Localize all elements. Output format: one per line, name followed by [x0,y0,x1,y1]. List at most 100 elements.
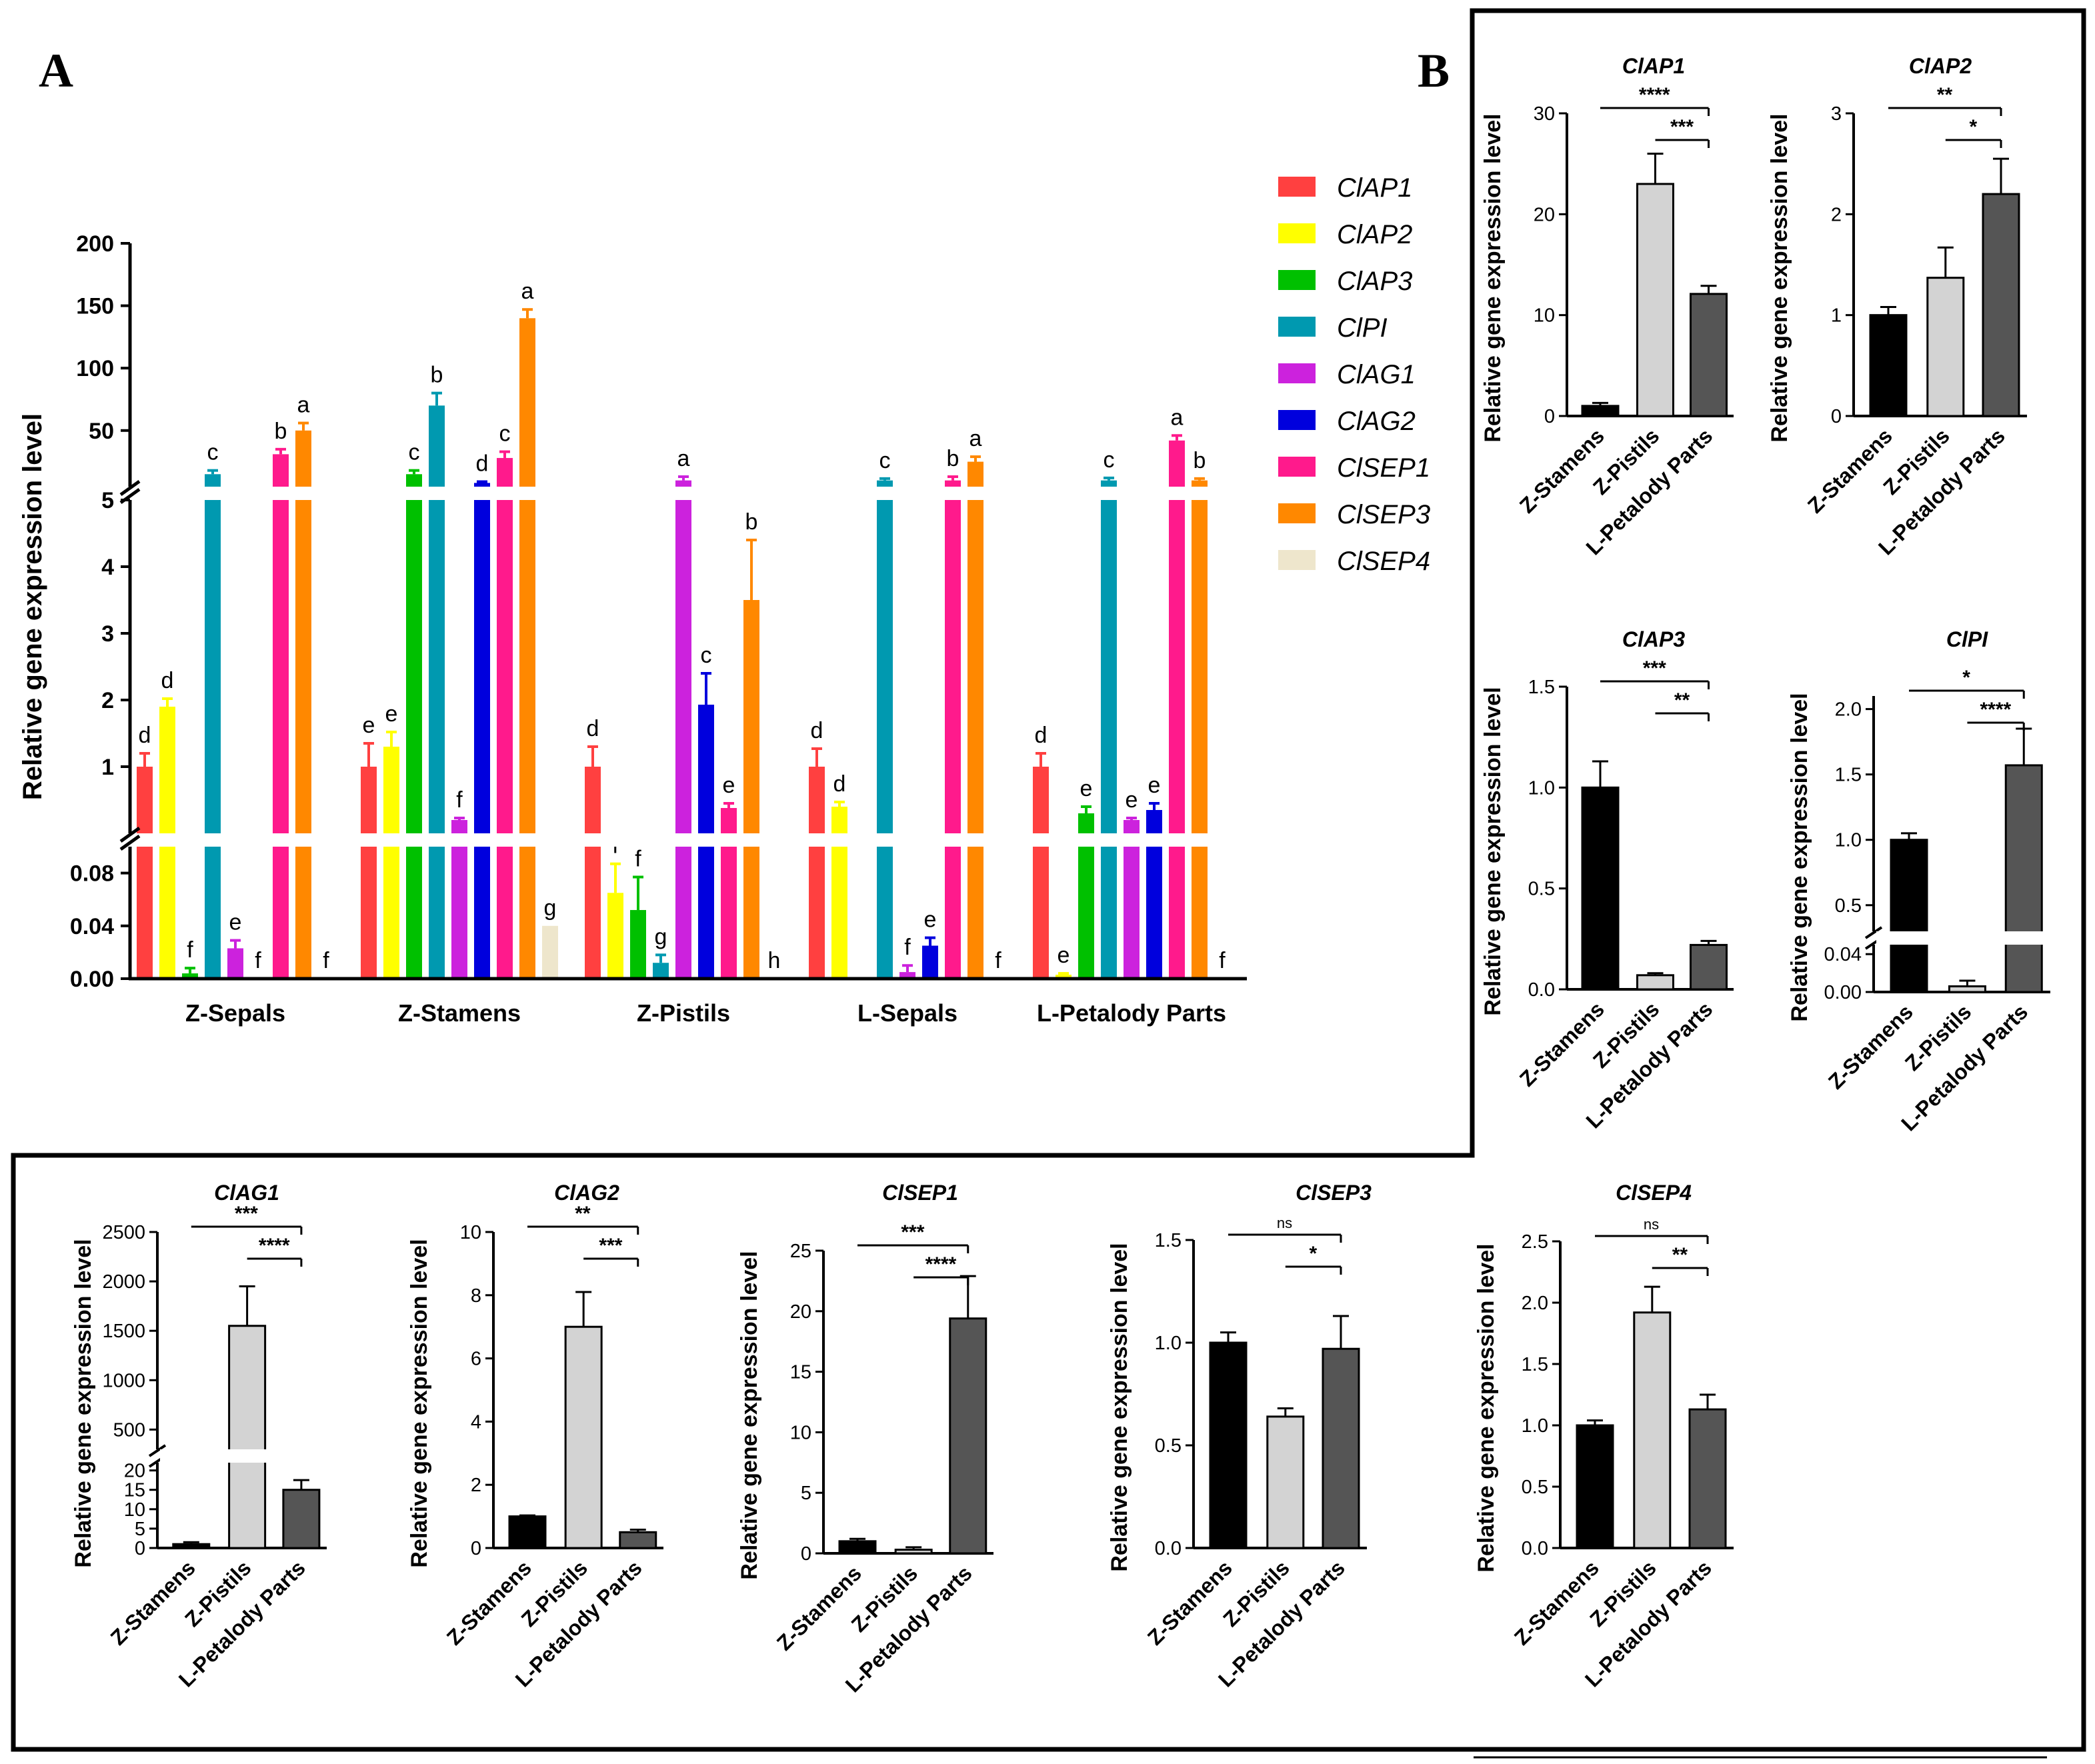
significance-letter: b [1194,448,1206,473]
bar-ClAP2-Z-Pistils [607,893,623,979]
bar-ClAG1-L-Sepals [899,972,915,979]
bar-L-Petalody Parts [1982,193,2020,417]
y-tick-label: 0.0 [1528,979,1555,1001]
legend-label-ClPI: ClPI [1337,313,1388,343]
significance-letter: f [1219,948,1226,973]
legend-label-ClAP2: ClAP2 [1337,220,1412,249]
x-tick-label: Z-Stamens [1143,1555,1237,1649]
y-tick-label: 0.5 [1522,1477,1548,1498]
y-tick-label: 500 [113,1419,145,1441]
significance-letter: b [745,509,758,535]
significance-letter: b [947,446,959,471]
y-axis-label: Relative gene expression level [1480,687,1506,1015]
bar-ClSEP3-Z-Sepals [295,430,311,979]
x-tick-label: Z-Sepals [185,999,285,1027]
significance-letter: e [1058,943,1070,968]
significance-label: **** [925,1253,957,1275]
bar-L-Petalody Parts [282,1489,321,1549]
y-axis-label: Relative gene expression level [1474,1243,1499,1572]
significance-letter: f [635,847,641,872]
significance-letter: a [521,279,534,304]
bar-ClPI-Z-Pistils [653,963,669,979]
bar-ClAP3-Z-Stamens [406,474,422,979]
y-tick-label: 0 [1544,406,1555,427]
bar-Z-Stamens [508,1515,547,1549]
y-tick-label: 2.0 [1835,699,1862,721]
significance-letter: f [323,948,329,973]
y-tick-label: 4 [101,555,114,580]
bar-ClAG1-Z-Sepals [227,948,243,979]
y-tick-label: 1.0 [1155,1333,1182,1354]
significance-letter: e [1126,787,1138,813]
y-tick-label: 2000 [102,1271,145,1293]
significance-letter: e [385,701,398,727]
y-tick-label: 10 [790,1422,811,1443]
y-tick-label: 2 [1831,204,1842,225]
y-tick-label: 1.5 [1155,1230,1182,1251]
y-tick-label: 0.0 [1155,1538,1182,1559]
significance-letter: a [1171,405,1184,430]
bar-ClAP1-L-Petalody Parts [1033,767,1049,979]
significance-letter: b [275,419,287,444]
significance-letter: g [655,924,667,949]
x-tick-label: Z-Stamens [1824,999,1918,1093]
y-tick-label: 10 [124,1499,145,1521]
bar-Z-Pistils [1636,974,1674,991]
bar-Z-Stamens [1209,1341,1248,1549]
y-tick-label: 0.04 [70,914,114,939]
y-tick-label: 0.00 [70,967,114,992]
significance-letter: d [833,771,846,797]
y-tick-label: 0.5 [1155,1435,1182,1457]
significance-letter: f [995,948,1001,973]
significance-letter: e [363,713,375,738]
legend-label-ClSEP1: ClSEP1 [1337,453,1430,483]
significance-letter: c [499,421,511,447]
y-tick-label: 1 [1831,305,1842,327]
y-axis-label: Relative gene expression level [71,1239,96,1567]
bar-L-Petalody Parts [619,1531,657,1549]
axis-break-mark [119,479,141,497]
y-tick-label: 2 [471,1475,481,1496]
significance-letter: a [677,446,690,471]
bar-Z-Pistils [894,1549,933,1555]
legend-swatch-ClAP3 [1278,270,1316,290]
legend-label-ClSEP3: ClSEP3 [1337,500,1430,529]
significance-letter: f [255,948,261,973]
bar-ClSEP1-Z-Stamens [497,457,513,979]
legend-swatch-ClAP1 [1278,177,1316,197]
significance-label: ** [575,1203,591,1225]
x-tick-label: L-Sepals [857,999,957,1027]
x-tick-label: Z-Stamens [1510,1555,1604,1649]
bar-ClAP2-L-Petalody Parts [1056,975,1072,979]
legend-swatch-ClSEP3 [1278,503,1316,523]
legend-label-ClAP1: ClAP1 [1337,173,1412,203]
y-tick-label: 2500 [102,1222,145,1243]
significance-label: ns [1644,1216,1659,1233]
panel-label-a: A [39,44,73,97]
axis-break-mark [119,834,141,851]
bar-ClPI-Z-Stamens [429,405,445,979]
bar-Z-Stamens [1581,405,1620,417]
x-tick-label: Z-Stamens [772,1561,866,1655]
y-tick-label: 1 [101,755,114,780]
y-tick-label: 15 [790,1362,811,1383]
legend-swatch-ClSEP4 [1278,550,1316,570]
significance-letter: e [229,910,242,935]
significance-label: * [1310,1243,1318,1265]
significance-label: ** [1937,84,1953,106]
significance-letter: b [431,363,443,388]
significance-letter: h [768,948,781,973]
significance-label: ns [1277,1215,1292,1231]
significance-label: *** [235,1203,258,1225]
chart-title: ClPI [1946,627,1988,651]
significance-label: * [1970,116,1978,138]
axis-break-gap [134,833,1251,847]
chart-title: ClAP2 [1909,54,1972,78]
y-tick-label: 1.0 [1835,830,1862,851]
bar-L-Petalody Parts [949,1317,987,1555]
significance-letter: e [1148,773,1161,798]
y-tick-label: 6 [471,1349,481,1370]
y-axis-label: Relative gene expression level [1767,113,1792,442]
significance-letter: d [476,451,489,477]
bar-L-Petalody Parts [1322,1347,1360,1549]
